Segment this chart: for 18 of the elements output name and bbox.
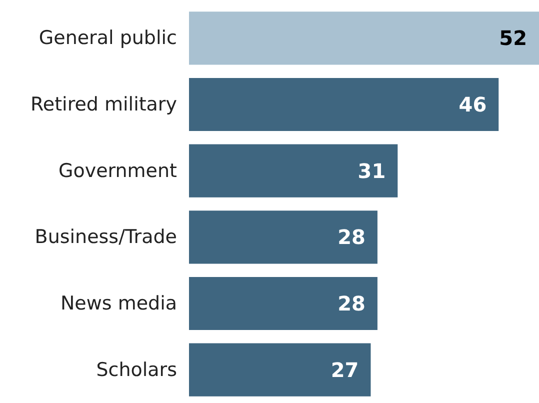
data-label: 28 <box>338 292 366 316</box>
y-tick-label: Scholars <box>96 358 177 381</box>
bar <box>189 12 539 65</box>
y-tick-label: Government <box>58 160 177 182</box>
bar <box>189 343 371 396</box>
bar <box>189 144 398 198</box>
y-tick-label: Business/Trade <box>34 226 177 248</box>
data-label: 28 <box>338 225 366 250</box>
bar <box>189 210 378 264</box>
y-tick-label: General public <box>38 27 177 50</box>
data-label: 52 <box>499 26 527 50</box>
y-tick-label: Retired military <box>30 94 177 116</box>
data-label: 31 <box>358 158 386 183</box>
data-label: 46 <box>458 92 487 116</box>
y-tick-label: News media <box>60 292 177 314</box>
bar <box>189 78 499 132</box>
bar <box>189 276 378 330</box>
data-label: 27 <box>330 358 359 382</box>
